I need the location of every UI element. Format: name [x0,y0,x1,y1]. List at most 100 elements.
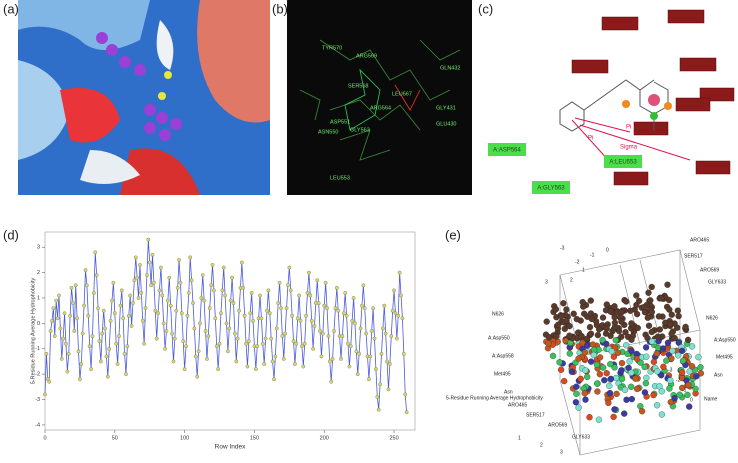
data-point [90,334,95,338]
point-3d [625,364,632,372]
point-3d [678,347,686,355]
data-point [75,316,79,321]
data-point [192,326,197,331]
data-point [206,334,211,338]
point-3d [658,372,665,379]
point-3d [607,308,614,315]
data-point [92,291,96,295]
point-3d [583,335,591,342]
data-point [246,339,251,344]
data-point [361,283,366,288]
point-3d [607,360,614,368]
data-point [115,362,120,366]
data-point [167,275,172,280]
residue-label: GLY431 [436,105,456,111]
data-point [103,326,107,331]
point-3d [583,342,591,349]
point-3d [586,323,594,331]
data-point [87,344,92,349]
data-point [305,291,310,295]
data-point [334,285,339,290]
data-point [62,311,67,316]
data-point [61,336,66,341]
data-point [371,306,375,311]
point-3d [686,403,693,410]
data-point [288,288,293,293]
point-3d [614,349,622,357]
data-point [196,349,201,354]
data-point [52,334,57,338]
data-point [223,293,227,298]
data-point [117,334,121,338]
axis-label-3d: GLY633 [572,434,590,440]
point-3d [667,377,674,384]
data-point [159,265,163,270]
axis-label-3d: N626 [492,311,504,317]
data-point [136,296,141,300]
data-point [330,357,335,361]
point-3d [638,408,646,415]
point-3d [665,296,673,304]
point-3d [563,317,570,324]
y-tick-label: 2 [37,270,40,276]
data-point [383,331,388,336]
data-point [308,293,313,298]
surface-image [18,0,270,195]
point-3d [660,363,667,370]
point-3d [633,310,641,318]
point-3d [623,396,630,403]
plot-frame [44,231,416,431]
data-point [80,331,85,336]
data-point [273,354,278,359]
data-point [44,351,49,356]
point-3d [658,295,665,302]
axis-label-3d: -2 [676,377,681,383]
point-3d [599,314,607,321]
y-tick-label: 3 [37,245,40,251]
data-point [355,372,360,377]
data-point [226,349,230,354]
point-3d [688,343,696,350]
point-3d [566,332,573,339]
point-3d [628,395,635,403]
stick-lines [299,39,461,161]
data-point [281,357,286,361]
axis-label-3d: 3 [560,449,563,455]
x-tick-label: 0 [43,435,46,441]
data-point [122,351,127,356]
point-3d [603,301,610,308]
data-point [210,263,215,267]
point-3d [611,303,618,310]
data-point [207,306,212,311]
data-point [189,278,194,283]
point-3d [606,382,613,390]
point-3d [669,347,676,355]
point-3d [560,300,567,307]
axis-label-3d: -2 [575,259,580,265]
x-tick-label: 150 [250,435,259,441]
data-point [394,336,399,341]
data-point [66,351,71,356]
data-point [97,339,102,344]
point-3d [621,410,628,417]
data-point [100,331,105,336]
data-point [263,336,268,341]
y-tick-label: -4 [35,422,40,428]
data-point [320,331,325,336]
point-3d [581,349,589,356]
data-point [367,377,371,382]
point-3d [594,331,602,339]
point-3d [627,307,634,314]
interaction-label: Pi [588,136,593,142]
point-3d [612,374,620,382]
point-3d [684,336,692,344]
data-point [174,308,179,313]
panel-label: (b) [272,1,288,16]
data-point [164,329,169,333]
point-3d [648,328,655,336]
point-3d [588,315,595,323]
data-point [145,273,149,278]
data-point [181,339,186,344]
data-point [265,308,269,313]
residue-label: ASP551 [330,119,350,125]
